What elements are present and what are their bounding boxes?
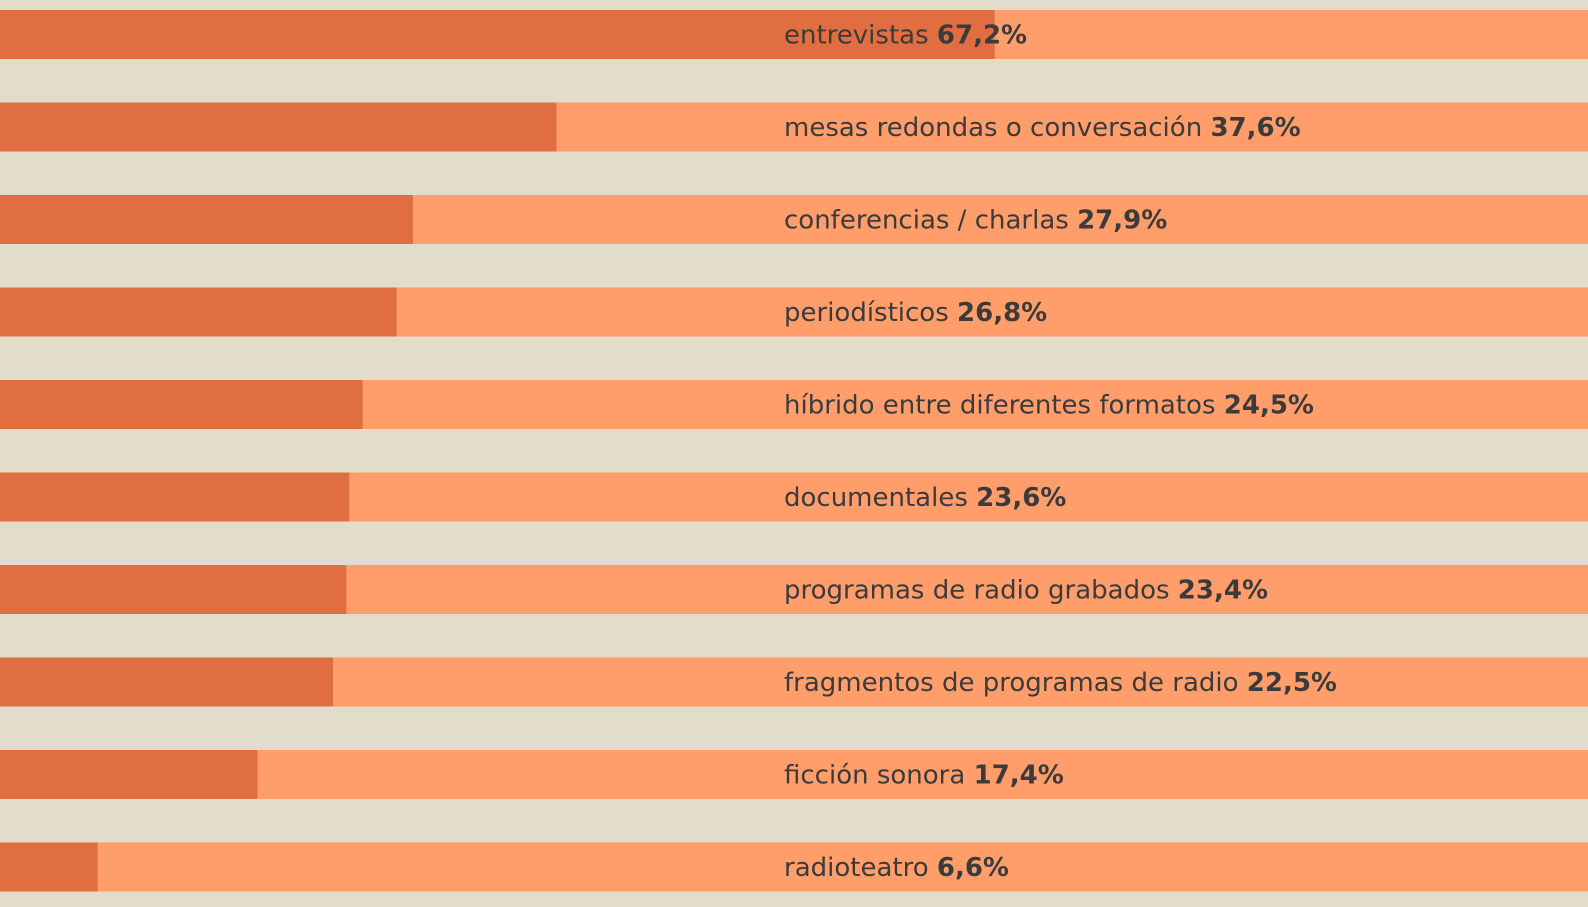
bar-label: radioteatro 6,6%	[784, 853, 1009, 883]
category-label: híbrido entre diferentes formatos	[784, 390, 1216, 420]
bar-label: mesas redondas o conversación 37,6%	[784, 113, 1301, 143]
bar-label: entrevistas 67,2%	[784, 20, 1027, 50]
value-label: 37,6%	[1210, 113, 1300, 143]
category-label: fragmentos de programas de radio	[784, 668, 1239, 698]
category-label: ficción sonora	[784, 760, 965, 790]
value-label: 23,4%	[1178, 575, 1268, 605]
bar	[0, 102, 557, 152]
bar-label: fragmentos de programas de radio 22,5%	[784, 668, 1337, 698]
bar	[0, 565, 347, 614]
value-label: 67,2%	[937, 20, 1027, 50]
category-label: programas de radio grabados	[784, 575, 1170, 605]
bar	[0, 657, 333, 707]
bar-label: periodísticos 26,8%	[784, 298, 1047, 328]
value-label: 24,5%	[1224, 390, 1314, 420]
category-label: radioteatro	[784, 853, 929, 883]
bar-label: programas de radio grabados 23,4%	[784, 575, 1268, 605]
value-label: 6,6%	[937, 853, 1009, 883]
bar-label: híbrido entre diferentes formatos 24,5%	[784, 390, 1314, 420]
category-label: entrevistas	[784, 20, 929, 50]
category-label: mesas redondas o conversación	[784, 113, 1202, 143]
bar	[0, 472, 350, 522]
bar	[0, 287, 397, 337]
category-label: conferencias / charlas	[784, 205, 1069, 235]
value-label: 23,6%	[976, 483, 1066, 513]
bar-label: documentales 23,6%	[784, 483, 1066, 513]
bar	[0, 10, 995, 59]
bar-label: ficción sonora 17,4%	[784, 760, 1064, 790]
bar	[0, 842, 98, 892]
bar-track	[0, 750, 1588, 799]
category-label: documentales	[784, 483, 968, 513]
value-label: 26,8%	[957, 298, 1047, 328]
bar-track	[0, 842, 1588, 892]
bar	[0, 195, 413, 244]
bar-label: conferencias / charlas 27,9%	[784, 205, 1167, 235]
value-label: 17,4%	[974, 760, 1064, 790]
bar	[0, 750, 258, 799]
value-label: 27,9%	[1077, 205, 1167, 235]
bar	[0, 380, 363, 429]
category-label: periodísticos	[784, 298, 949, 328]
value-label: 22,5%	[1247, 668, 1337, 698]
